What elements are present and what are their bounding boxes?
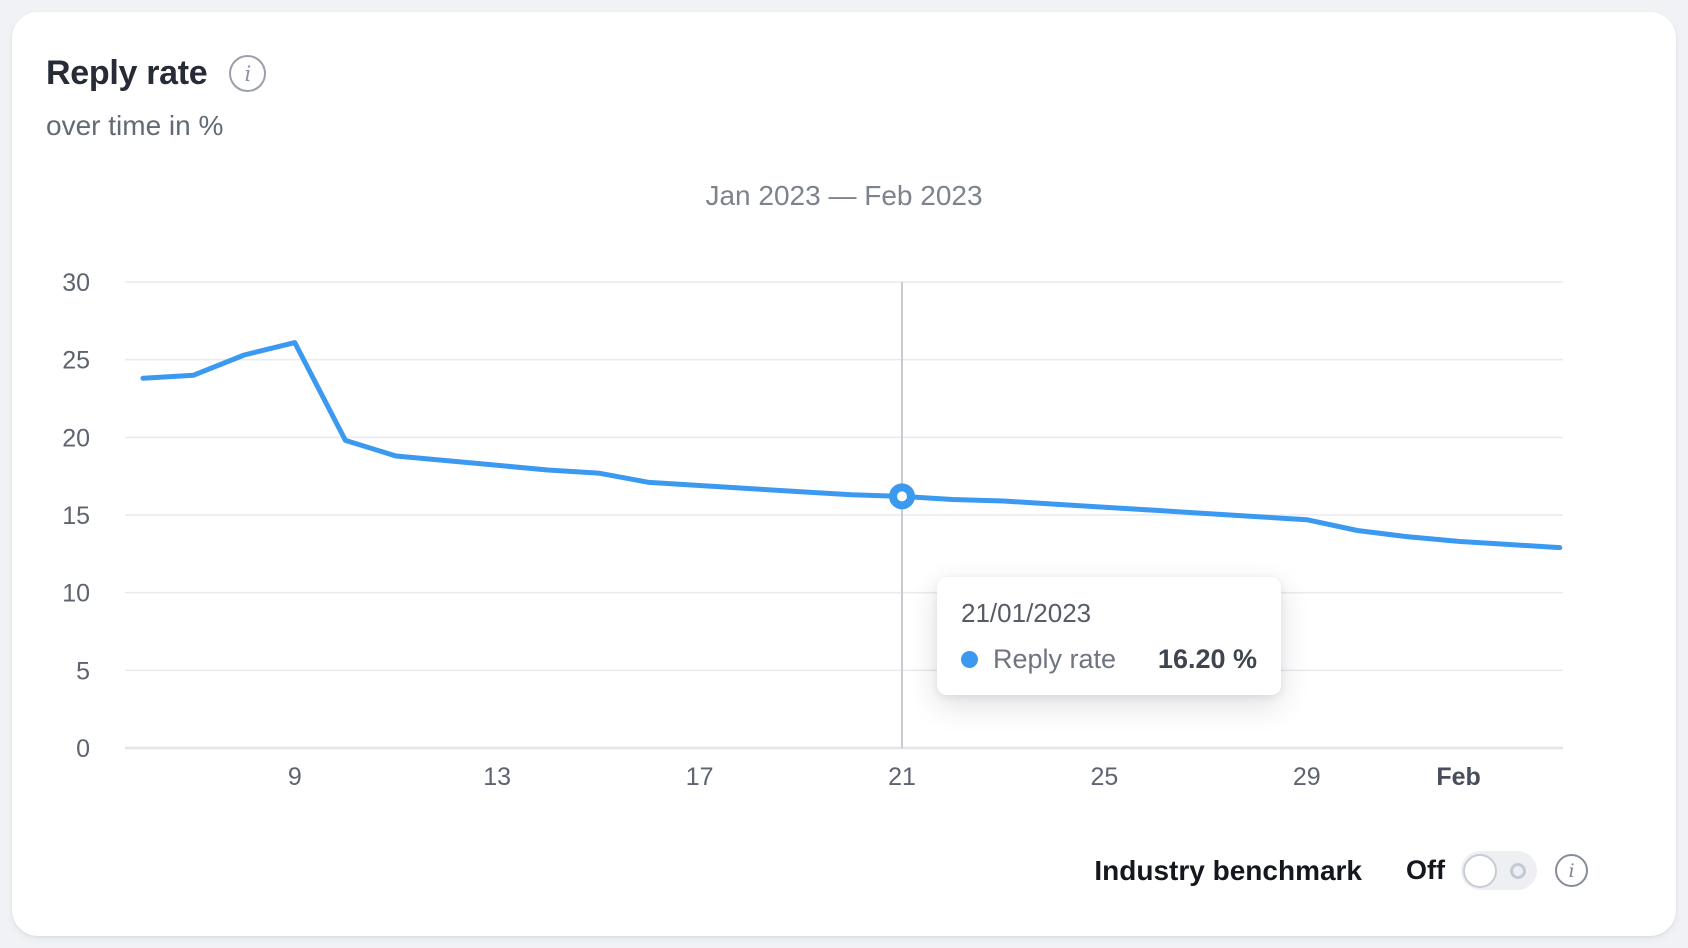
- toggle-off-indicator-icon: [1510, 862, 1526, 879]
- reply-rate-info-icon[interactable]: i: [229, 55, 267, 92]
- benchmark-info-icon[interactable]: i: [1555, 854, 1588, 887]
- selected-point-marker-center: [897, 491, 907, 502]
- toggle-knob[interactable]: [1463, 853, 1497, 888]
- benchmark-state-label: Off: [1406, 855, 1445, 885]
- card-subtitle: over time in %: [46, 110, 224, 141]
- y-tick-label-15: 15: [62, 502, 90, 530]
- page-title: Reply rate: [46, 54, 208, 92]
- x-tick-label-17: 17: [686, 763, 714, 791]
- chart-svg[interactable]: 0 5 10 15 20 25 30 9 13 17 21 25 29 Feb: [12, 12, 1676, 936]
- y-tick-label-25: 25: [62, 347, 90, 375]
- benchmark-label: Industry benchmark: [1094, 854, 1363, 886]
- industry-benchmark-toggle[interactable]: [1461, 851, 1537, 890]
- y-tick-label-5: 5: [76, 657, 90, 685]
- tooltip-series-label: Reply rate: [993, 644, 1117, 674]
- tooltip-date: 21/01/2023: [961, 598, 1092, 628]
- reply-rate-card: Reply rate i over time in % Jan 2023 — F…: [12, 12, 1676, 936]
- x-tick-label-25: 25: [1090, 763, 1118, 791]
- x-tick-label-9: 9: [288, 763, 302, 791]
- x-tick-label-21: 21: [888, 763, 916, 791]
- benchmark-controls: Industry benchmark Off i: [1094, 851, 1588, 890]
- tooltip-value: 16.20 %: [1157, 644, 1257, 674]
- reply-rate-line[interactable]: [140, 340, 1563, 551]
- x-tick-label-29: 29: [1293, 763, 1321, 791]
- chart-tooltip: 21/01/2023 Reply rate 16.20 %: [937, 577, 1281, 695]
- y-tick-label-10: 10: [62, 580, 90, 608]
- y-tick-label-0: 0: [76, 735, 90, 763]
- chart-range-title: Jan 2023 — Feb 2023: [705, 180, 983, 211]
- card-header: Reply rate i: [46, 54, 267, 93]
- x-tick-label-13: 13: [483, 763, 511, 791]
- y-tick-label-30: 30: [62, 269, 90, 297]
- y-tick-label-20: 20: [62, 424, 90, 452]
- series-dot-icon: [961, 651, 978, 668]
- tooltip-row: Reply rate 16.20 %: [961, 644, 1257, 675]
- x-tick-label-feb: Feb: [1436, 763, 1480, 791]
